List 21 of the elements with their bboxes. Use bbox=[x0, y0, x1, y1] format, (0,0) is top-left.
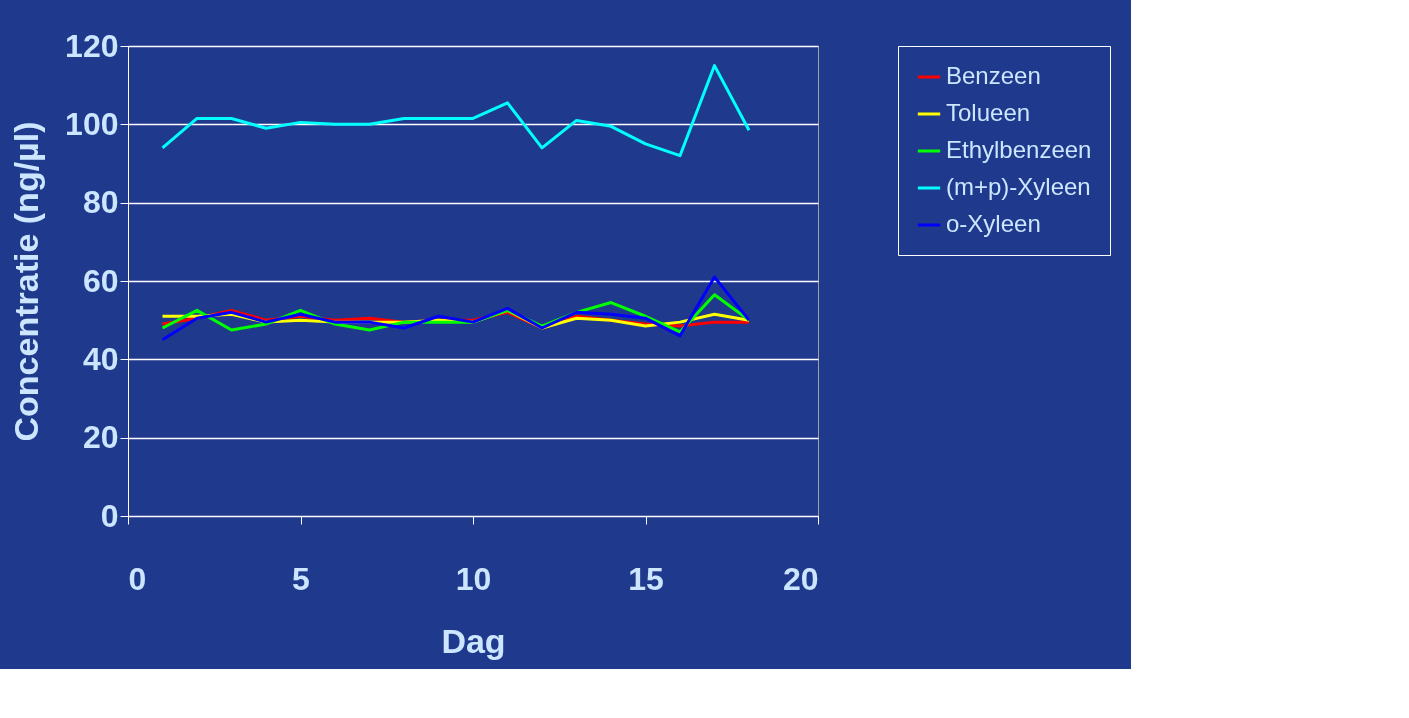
legend-label: Tolueen bbox=[946, 99, 1031, 126]
y-tick-label: 20 bbox=[82, 419, 119, 456]
legend-label: o-Xyleen bbox=[946, 210, 1041, 237]
x-tick-label: 15 bbox=[628, 560, 664, 597]
line-series bbox=[161, 64, 751, 158]
x-axis-title: Dag bbox=[441, 621, 506, 660]
x-tick-label: 0 bbox=[128, 560, 147, 597]
x-tick-label: 10 bbox=[455, 560, 492, 597]
y-tick-label: 100 bbox=[65, 105, 119, 142]
legend-label: Benzeen bbox=[946, 62, 1041, 89]
y-tick-label: 60 bbox=[82, 262, 119, 299]
y-tick-label: 40 bbox=[82, 340, 119, 377]
y-tick-label: 0 bbox=[100, 497, 119, 534]
y-axis-title: Concentratie (ng/µl) bbox=[7, 121, 46, 442]
legend-label: Ethylbenzeen bbox=[946, 136, 1092, 163]
x-tick-label: 20 bbox=[782, 560, 819, 597]
y-tick-label: 120 bbox=[65, 27, 119, 64]
line-series bbox=[161, 275, 751, 342]
legend-label: (m+p)-Xyleen bbox=[946, 173, 1091, 200]
y-tick-label: 80 bbox=[82, 184, 119, 221]
x-tick-label: 5 bbox=[292, 560, 310, 597]
